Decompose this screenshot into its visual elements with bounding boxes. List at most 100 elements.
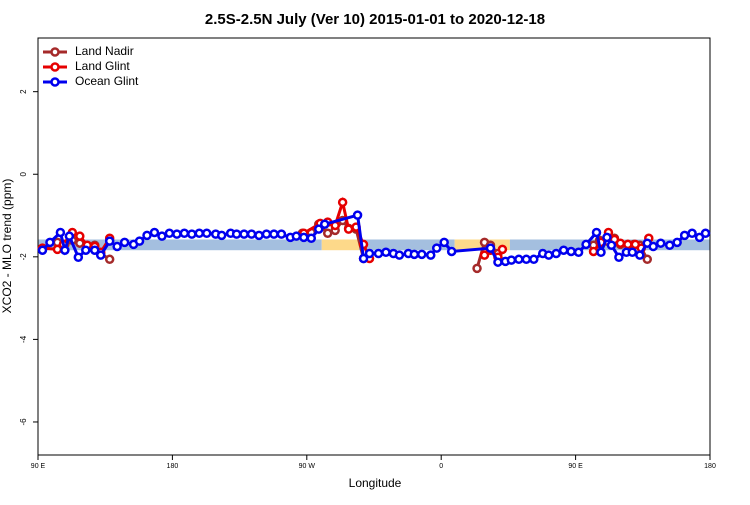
data-point xyxy=(581,239,591,250)
y-tick-label: -2 xyxy=(19,253,28,261)
data-point xyxy=(627,247,638,258)
data-point xyxy=(319,219,330,229)
data-point xyxy=(89,245,100,255)
data-point xyxy=(479,250,490,260)
data-point xyxy=(261,229,272,239)
data-point xyxy=(472,263,482,274)
band xyxy=(38,239,322,251)
band xyxy=(321,239,360,251)
data-point xyxy=(497,244,508,255)
data-point xyxy=(694,232,705,243)
data-point xyxy=(246,229,257,239)
data-point xyxy=(417,249,427,260)
data-point xyxy=(381,247,391,258)
data-point xyxy=(573,247,584,258)
legend-marker xyxy=(50,62,60,72)
x-tick-label: 90 E xyxy=(31,463,46,470)
x-axis-label: Longitude xyxy=(349,476,402,490)
data-point xyxy=(439,237,449,248)
data-point xyxy=(276,229,287,239)
data-point xyxy=(64,231,75,241)
x-tick-label: 180 xyxy=(704,463,716,470)
data-point xyxy=(566,246,576,257)
legend-label: Land Nadir xyxy=(75,44,134,58)
data-point xyxy=(134,236,145,246)
legend-label: Ocean Glint xyxy=(75,74,139,88)
data-point xyxy=(551,248,561,259)
data-point xyxy=(164,228,175,239)
data-point xyxy=(655,238,666,248)
data-point xyxy=(687,228,697,239)
data-point xyxy=(194,228,205,239)
data-point xyxy=(337,197,348,208)
data-point xyxy=(201,228,212,239)
data-point xyxy=(149,227,160,238)
chart-title: 2.5S-2.5N July (Ver 10) 2015-01-01 to 20… xyxy=(205,11,545,28)
data-point xyxy=(73,252,84,262)
y-tick-label: 2 xyxy=(19,89,28,94)
data-point xyxy=(37,245,48,255)
data-point xyxy=(521,254,532,265)
y-axis-label: XCO2 - MLO trend (ppm) xyxy=(0,179,14,314)
band xyxy=(359,239,455,251)
data-point xyxy=(306,233,317,243)
data-point xyxy=(679,230,690,241)
data-point xyxy=(602,232,612,243)
data-point xyxy=(216,230,227,241)
data-point xyxy=(615,238,626,248)
data-point xyxy=(425,250,436,260)
data-point xyxy=(313,224,324,234)
data-point xyxy=(299,232,309,243)
data-point xyxy=(45,237,55,248)
y-tick-label: 0 xyxy=(19,171,28,176)
data-point xyxy=(269,229,279,239)
data-point xyxy=(187,229,197,239)
data-point xyxy=(119,237,130,248)
data-point xyxy=(112,241,122,252)
data-point xyxy=(514,254,524,265)
data-point xyxy=(75,231,85,241)
data-point xyxy=(591,227,602,238)
data-point xyxy=(373,248,384,259)
legend-label: Land Glint xyxy=(75,59,130,73)
data-point xyxy=(672,237,682,248)
data-point xyxy=(558,245,569,255)
legend-marker xyxy=(50,47,60,57)
data-point xyxy=(231,229,242,239)
data-point xyxy=(254,230,264,241)
data-point xyxy=(493,257,503,267)
data-point xyxy=(700,228,711,239)
data-point xyxy=(352,210,363,220)
plot-frame xyxy=(37,37,711,456)
data-point xyxy=(529,254,539,265)
data-point xyxy=(172,229,182,239)
x-tick-label: 180 xyxy=(167,463,179,470)
data-point xyxy=(606,240,617,251)
data-point xyxy=(485,243,496,253)
data-point xyxy=(635,250,645,260)
data-point xyxy=(543,250,554,260)
data-point xyxy=(409,249,420,260)
data-point xyxy=(60,245,70,255)
data-point xyxy=(506,255,517,265)
data-point xyxy=(431,243,442,253)
data-point xyxy=(614,252,624,262)
data-point xyxy=(394,250,405,260)
data-point xyxy=(664,240,675,251)
data-point xyxy=(291,231,302,241)
data-point xyxy=(446,246,457,257)
x-tick-label: 90 W xyxy=(299,463,316,470)
data-point xyxy=(588,246,599,257)
x-tick-label: 90 E xyxy=(568,463,583,470)
data-point xyxy=(157,231,167,241)
y-tick-label: -4 xyxy=(19,335,28,343)
data-point xyxy=(179,228,190,239)
data-point xyxy=(95,250,106,260)
data-point xyxy=(55,227,66,238)
x-tick-label: 0 xyxy=(439,463,443,470)
data-point xyxy=(648,241,659,252)
legend-marker xyxy=(50,77,60,87)
data-point xyxy=(642,254,653,265)
data-point xyxy=(239,229,249,239)
